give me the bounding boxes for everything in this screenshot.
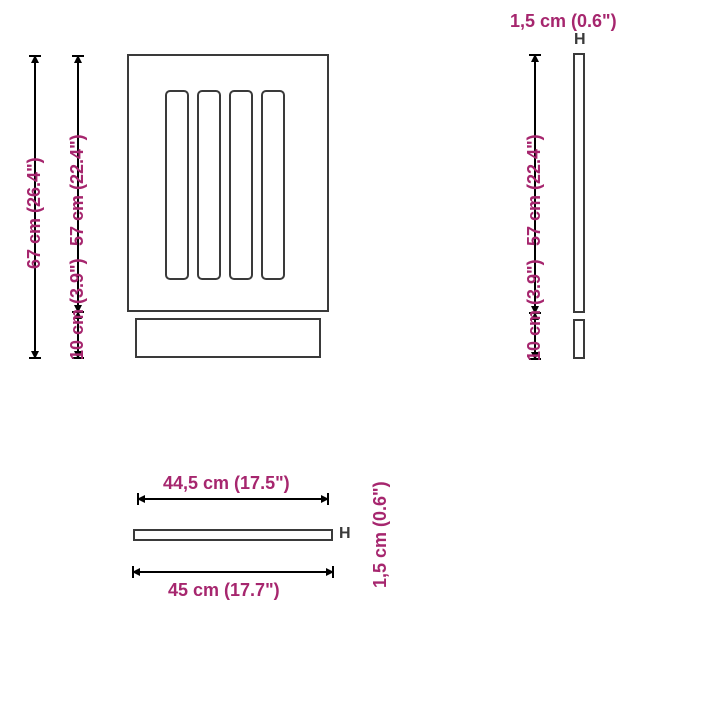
side-profile-kick <box>573 319 585 359</box>
label-side-kick-h: 10 cm (3.9") <box>524 259 545 361</box>
front-panel-kick <box>135 318 321 358</box>
label-bottom-inner: 44,5 cm (17.5") <box>163 473 290 494</box>
panel-slot <box>261 90 285 280</box>
label-full-height: 67 cm (26.4") <box>24 157 45 269</box>
label-panel-height: 57 cm (22.4") <box>67 134 88 246</box>
panel-slot <box>229 90 253 280</box>
label-bottom-thick: 1,5 cm (0.6") <box>370 481 391 588</box>
side-profile-panel <box>573 53 585 313</box>
h-letter-side: H <box>574 31 586 49</box>
h-letter-bottom: H <box>339 525 351 543</box>
panel-slot <box>165 90 189 280</box>
diagram-canvas: 67 cm (26.4") 57 cm (22.4") 10 cm (3.9")… <box>0 0 720 720</box>
panel-slot <box>197 90 221 280</box>
label-side-panel-h: 57 cm (22.4") <box>524 134 545 246</box>
bottom-profile-outer <box>133 529 333 541</box>
label-bottom-outer: 45 cm (17.7") <box>168 580 280 601</box>
front-panel <box>127 54 329 312</box>
label-kick-height: 10 cm (3.9") <box>67 258 88 360</box>
label-side-thick: 1,5 cm (0.6") <box>510 11 617 32</box>
